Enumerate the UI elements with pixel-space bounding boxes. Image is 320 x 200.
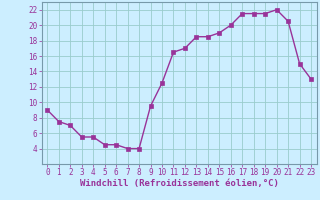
- X-axis label: Windchill (Refroidissement éolien,°C): Windchill (Refroidissement éolien,°C): [80, 179, 279, 188]
